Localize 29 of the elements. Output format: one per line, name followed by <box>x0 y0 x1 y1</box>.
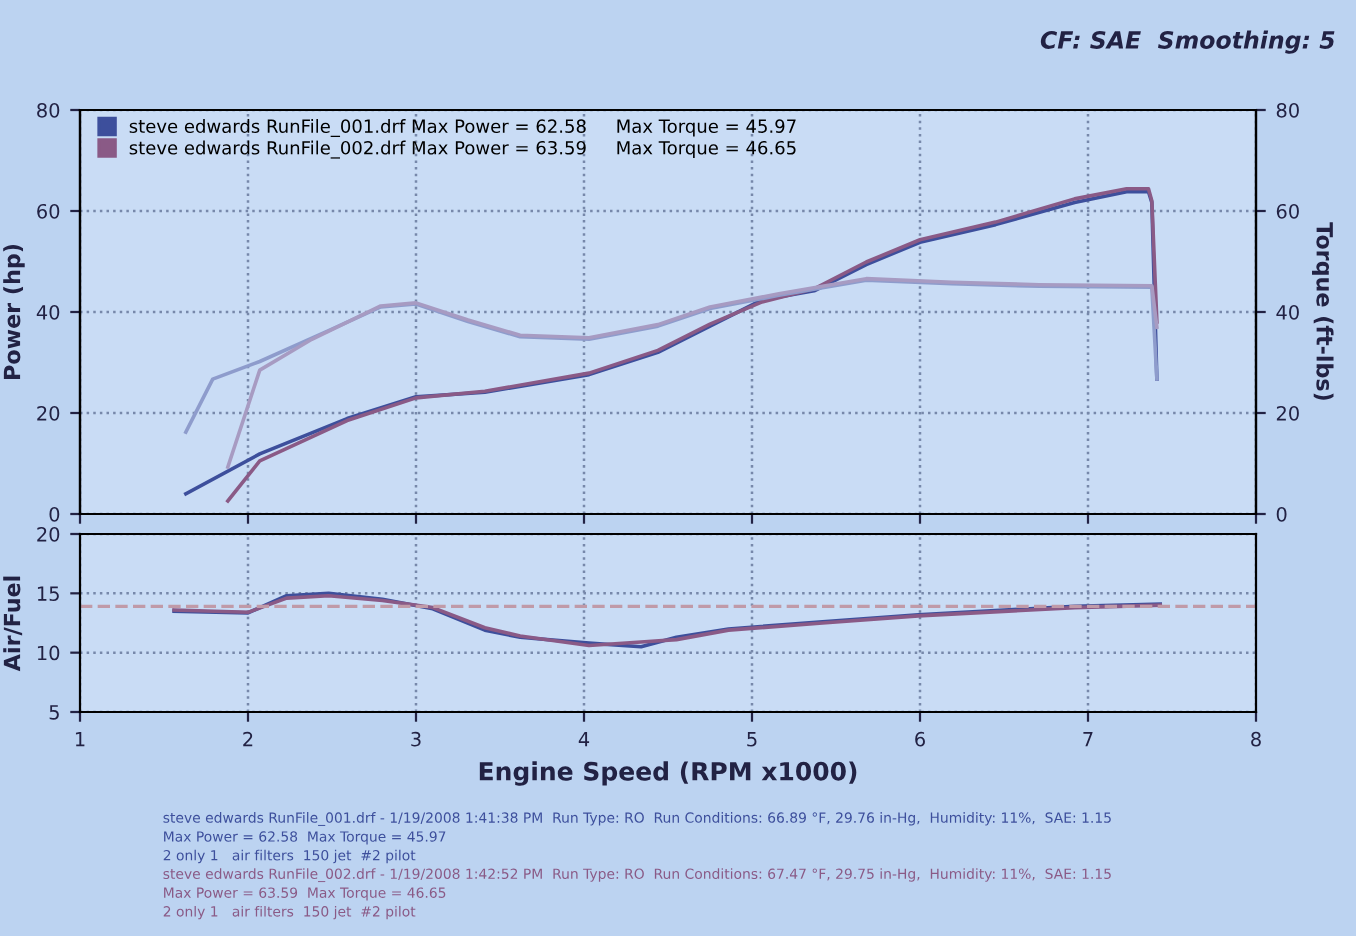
y-tick-label: 40 <box>36 304 60 320</box>
y2-tick-label: 0 <box>1276 506 1287 522</box>
y-tick-label: 60 <box>37 203 60 219</box>
legend-label: steve edwards RunFile_001.drf Max Power = 62.58 Max Torque = 45.97 <box>129 119 796 137</box>
y-tick-label: 5 <box>49 705 59 720</box>
y-tick-label: 10 <box>37 645 60 661</box>
x-tick-label: 7 <box>1083 732 1093 747</box>
x-tick-label: 6 <box>915 731 925 747</box>
y2-tick-label: 60 <box>1276 203 1299 219</box>
x-tick-label: 4 <box>578 732 590 747</box>
x-tick-label: 2 <box>243 731 253 747</box>
x-tick-label: 8 <box>1251 731 1261 747</box>
x-tick-label: 5 <box>747 732 757 747</box>
y2-tick-label: 20 <box>1276 405 1299 421</box>
y2-axis-title: Torque (ft-lbs) <box>1312 222 1334 400</box>
y2-tick-label: 40 <box>1276 304 1299 320</box>
y2-tick-label: 80 <box>1276 102 1299 118</box>
y-tick-label: 15 <box>37 586 59 601</box>
y-tick-label: 20 <box>37 526 60 542</box>
legend-label: steve edwards RunFile_002.drf Max Power = 63.59 Max Torque = 46.65 <box>129 140 796 159</box>
x-axis-title: Engine Speed (RPM x1000) <box>479 761 857 786</box>
y-axis-title: Power (hp) <box>3 244 25 379</box>
x-tick-label: 1 <box>75 732 85 747</box>
x-tick-label: 3 <box>411 731 421 747</box>
y-tick-label: 20 <box>37 405 60 421</box>
y-axis-title: Air/Fuel <box>3 576 23 672</box>
y-tick-label: 80 <box>37 102 60 118</box>
y-tick-label: 0 <box>49 506 60 522</box>
text: CF: SAE Smoothing: 5 <box>1040 30 1335 54</box>
